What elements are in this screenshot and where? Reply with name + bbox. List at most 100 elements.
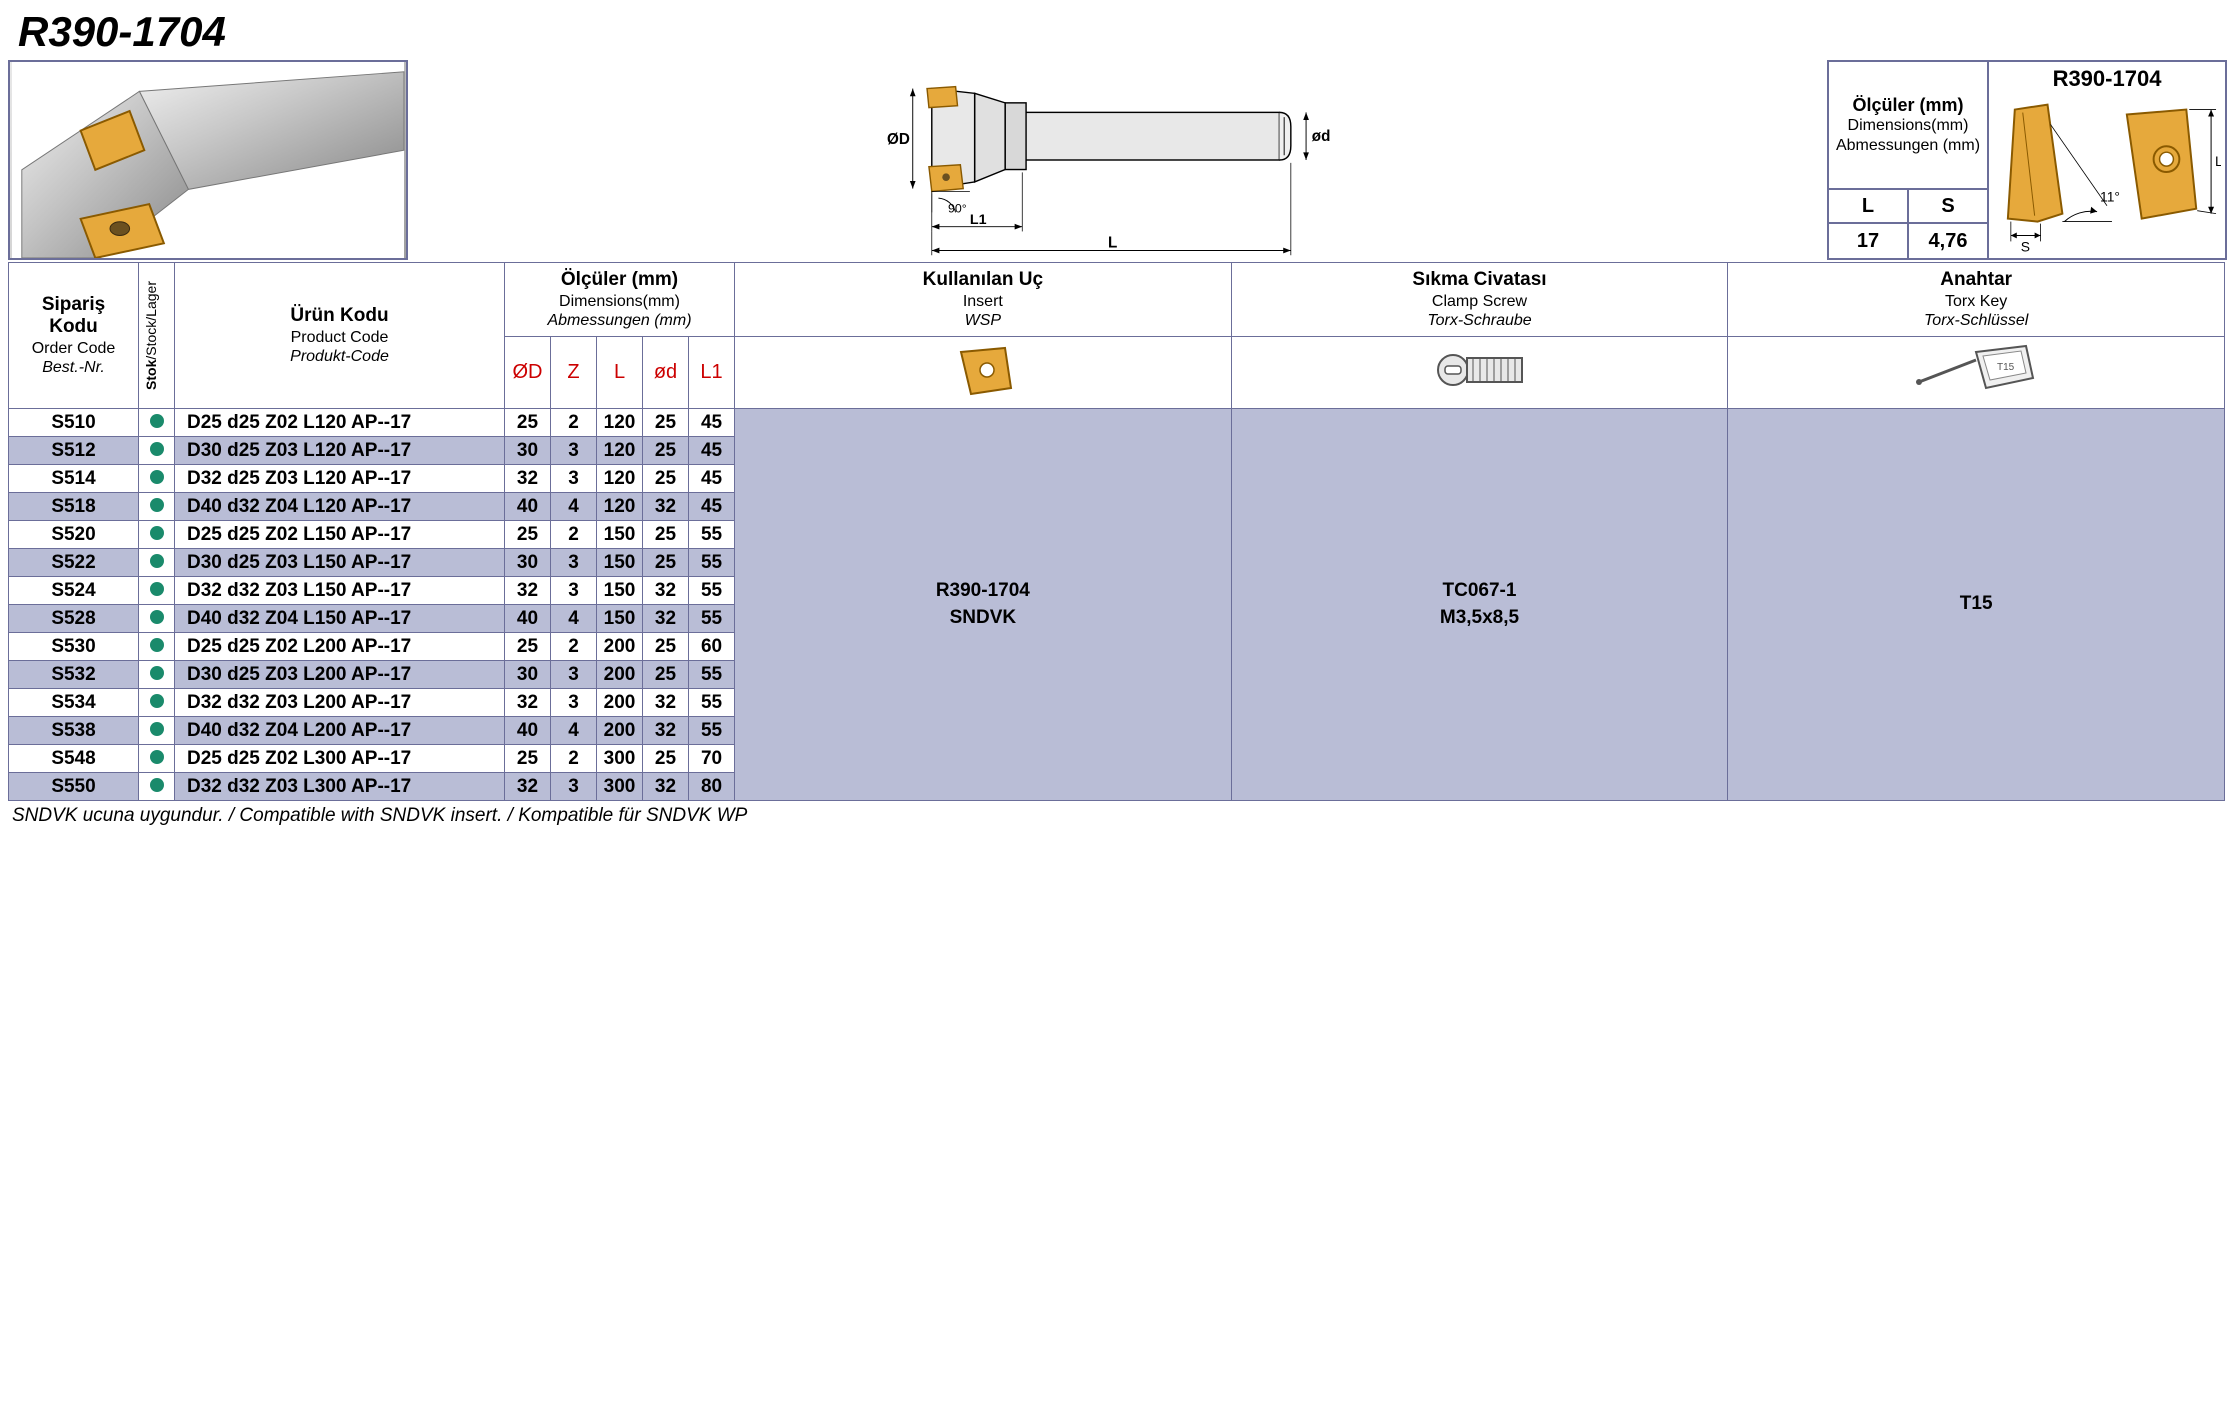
cell-order: S530 [9,633,139,661]
cell-dim-3: 32 [643,773,689,801]
svg-text:11°: 11° [2100,189,2120,205]
cell-dim-3: 25 [643,465,689,493]
cell-product: D32 d25 Z03 L120 AP--17 [175,465,505,493]
cell-dim-3: 25 [643,745,689,773]
cell-dim-4: 60 [689,633,735,661]
svg-text:L: L [2215,153,2221,169]
insert-icon [735,337,1232,409]
svg-text:T15: T15 [1997,362,2015,373]
cell-dim-2: 150 [597,605,643,633]
cell-order: S514 [9,465,139,493]
label-L: L [1108,235,1117,252]
label-diam-D: ØD [887,131,910,148]
cell-stock [139,689,175,717]
hdr-stock: Stok/Stock/Lager [139,263,175,409]
merged-insert: R390-1704SNDVK [735,409,1232,801]
cell-dim-2: 300 [597,745,643,773]
stock-dot-icon [150,694,164,708]
cell-dim-0: 40 [505,717,551,745]
cell-dim-2: 120 [597,409,643,437]
cell-dim-3: 25 [643,437,689,465]
cell-dim-2: 200 [597,661,643,689]
cell-dim-4: 55 [689,605,735,633]
hdr-dims: Ölçüler (mm) Dimensions(mm) Abmessungen … [505,263,735,337]
cell-dim-1: 3 [551,465,597,493]
cell-stock [139,465,175,493]
cell-product: D32 d32 Z03 L150 AP--17 [175,577,505,605]
hdr-clamp: Sıkma Civatası Clamp Screw Torx-Schraube [1231,263,1728,337]
stock-dot-icon [150,582,164,596]
cell-order: S548 [9,745,139,773]
cell-dim-2: 120 [597,493,643,521]
cell-dim-2: 200 [597,689,643,717]
stock-dot-icon [150,778,164,792]
cell-stock [139,521,175,549]
page-title: R390-1704 [18,8,2227,56]
stock-dot-icon [150,470,164,484]
main-table: Sipariş Kodu Order Code Best.-Nr. Stok/S… [8,262,2225,801]
cell-dim-3: 32 [643,717,689,745]
cell-dim-3: 25 [643,661,689,689]
cell-product: D40 d32 Z04 L150 AP--17 [175,605,505,633]
cell-dim-4: 55 [689,717,735,745]
label-L1: L1 [970,212,987,228]
cell-product: D30 d25 Z03 L120 AP--17 [175,437,505,465]
cell-dim-2: 120 [597,465,643,493]
cell-stock [139,773,175,801]
insert-dims-box: Ölçüler (mm) Dimensions(mm) Abmessungen … [1827,60,2227,260]
cell-order: S520 [9,521,139,549]
cell-dim-1: 3 [551,577,597,605]
cell-stock [139,605,175,633]
cell-dim-3: 32 [643,689,689,717]
cell-order: S538 [9,717,139,745]
cell-dim-3: 25 [643,633,689,661]
cell-stock [139,577,175,605]
dims-header-en: Dimensions(mm) [1833,116,1983,136]
cell-dim-2: 150 [597,549,643,577]
stock-dot-icon [150,638,164,652]
cell-dim-4: 70 [689,745,735,773]
stock-dot-icon [150,498,164,512]
cell-order: S532 [9,661,139,689]
cell-product: D40 d32 Z04 L200 AP--17 [175,717,505,745]
cell-order: S528 [9,605,139,633]
cell-product: D25 d25 Z02 L200 AP--17 [175,633,505,661]
dim-col-1: Z [551,337,597,409]
cell-stock [139,493,175,521]
cell-product: D30 d25 Z03 L150 AP--17 [175,549,505,577]
stock-dot-icon [150,722,164,736]
cell-product: D32 d32 Z03 L200 AP--17 [175,689,505,717]
cell-dim-2: 120 [597,437,643,465]
stock-dot-icon [150,554,164,568]
dim-col-2: L [597,337,643,409]
cell-product: D25 d25 Z02 L150 AP--17 [175,521,505,549]
cell-dim-0: 30 [505,437,551,465]
cell-dim-4: 55 [689,661,735,689]
cell-dim-0: 30 [505,549,551,577]
cell-dim-1: 3 [551,437,597,465]
cell-dim-3: 25 [643,549,689,577]
cell-stock [139,745,175,773]
cell-dim-0: 25 [505,745,551,773]
cell-dim-4: 80 [689,773,735,801]
cell-stock [139,409,175,437]
merged-clamp: TC067-1M3,5x8,5 [1231,409,1728,801]
cell-dim-3: 32 [643,577,689,605]
hdr-product: Ürün Kodu Product Code Produkt-Code [175,263,505,409]
dims-col-S: S [1909,190,1987,222]
cell-dim-0: 32 [505,689,551,717]
cell-order: S522 [9,549,139,577]
cell-dim-4: 55 [689,521,735,549]
cell-order: S550 [9,773,139,801]
cell-dim-1: 3 [551,773,597,801]
cell-order: S510 [9,409,139,437]
cell-dim-1: 3 [551,689,597,717]
cell-dim-0: 32 [505,465,551,493]
cell-dim-0: 25 [505,521,551,549]
cell-dim-2: 200 [597,717,643,745]
hdr-insert: Kullanılan Uç Insert WSP [735,263,1232,337]
cell-product: D30 d25 Z03 L200 AP--17 [175,661,505,689]
cell-dim-0: 40 [505,605,551,633]
cell-dim-4: 45 [689,493,735,521]
cell-stock [139,661,175,689]
